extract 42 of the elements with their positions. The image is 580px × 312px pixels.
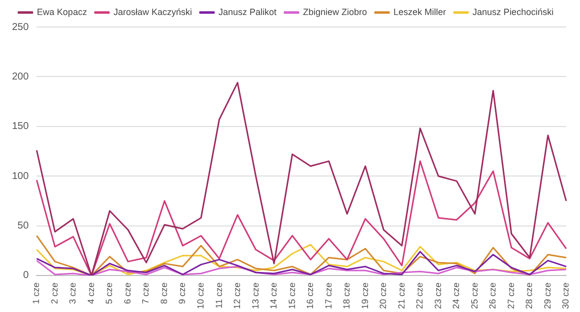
x-tick-label: 27 cze bbox=[506, 282, 516, 310]
y-tick-label: 200 bbox=[12, 71, 30, 82]
x-tick-label: 11 cze bbox=[214, 282, 224, 308]
x-tick-label: 3 cze bbox=[68, 282, 78, 304]
x-tick-label: 15 cze bbox=[286, 282, 297, 310]
x-tick-label: 25 cze bbox=[469, 282, 480, 310]
x-tick-label: 16 cze bbox=[305, 282, 316, 310]
x-tick-label: 4 cze bbox=[86, 282, 96, 304]
y-tick-label: 0 bbox=[23, 270, 30, 282]
x-tick-label: 1 cze bbox=[31, 282, 42, 304]
legend-label: Jarosław Kaczyński bbox=[113, 6, 192, 17]
x-tick-label: 17 cze bbox=[323, 282, 334, 310]
x-tick-label: 22 cze bbox=[414, 282, 425, 310]
x-tick-label: 21 cze bbox=[396, 282, 406, 310]
x-tick-label: 12 cze bbox=[232, 282, 242, 310]
x-tick-label: 19 cze bbox=[360, 282, 370, 310]
y-tick-label: 150 bbox=[12, 121, 30, 132]
x-tick-label: 28 cze bbox=[524, 282, 534, 310]
x-tick-label: 7 cze bbox=[140, 282, 151, 304]
y-tick-label: 250 bbox=[12, 22, 30, 33]
x-tick-label: 26 cze bbox=[488, 282, 498, 310]
x-tick-label: 24 cze bbox=[451, 282, 462, 310]
x-tick-label: 8 cze bbox=[158, 282, 169, 304]
x-tick-label: 9 cze bbox=[177, 282, 188, 304]
legend-label: Janusz Piechociński bbox=[472, 6, 554, 17]
y-tick-label: 100 bbox=[12, 170, 30, 182]
legend-label: Zbigniew Ziobro bbox=[303, 6, 368, 17]
x-tick-label: 20 cze bbox=[378, 282, 388, 310]
legend-label: Ewa Kopacz bbox=[36, 6, 88, 17]
x-tick-label: 14 cze bbox=[268, 282, 279, 310]
y-tick-label: 50 bbox=[18, 220, 30, 232]
legend-label: Leszek Miller bbox=[394, 6, 446, 17]
x-tick-label: 29 cze bbox=[542, 282, 552, 310]
x-tick-label: 10 cze bbox=[196, 282, 206, 310]
x-tick-label: 30 cze bbox=[560, 282, 571, 310]
x-tick-label: 23 cze bbox=[432, 282, 443, 310]
x-tick-label: 5 cze bbox=[104, 282, 114, 304]
x-tick-label: 6 cze bbox=[122, 282, 132, 304]
legend-label: Janusz Palikot bbox=[218, 6, 277, 17]
x-tick-label: 13 cze bbox=[250, 282, 260, 310]
x-tick-label: 2 cze bbox=[49, 282, 60, 304]
x-tick-label: 18 cze bbox=[342, 282, 352, 310]
